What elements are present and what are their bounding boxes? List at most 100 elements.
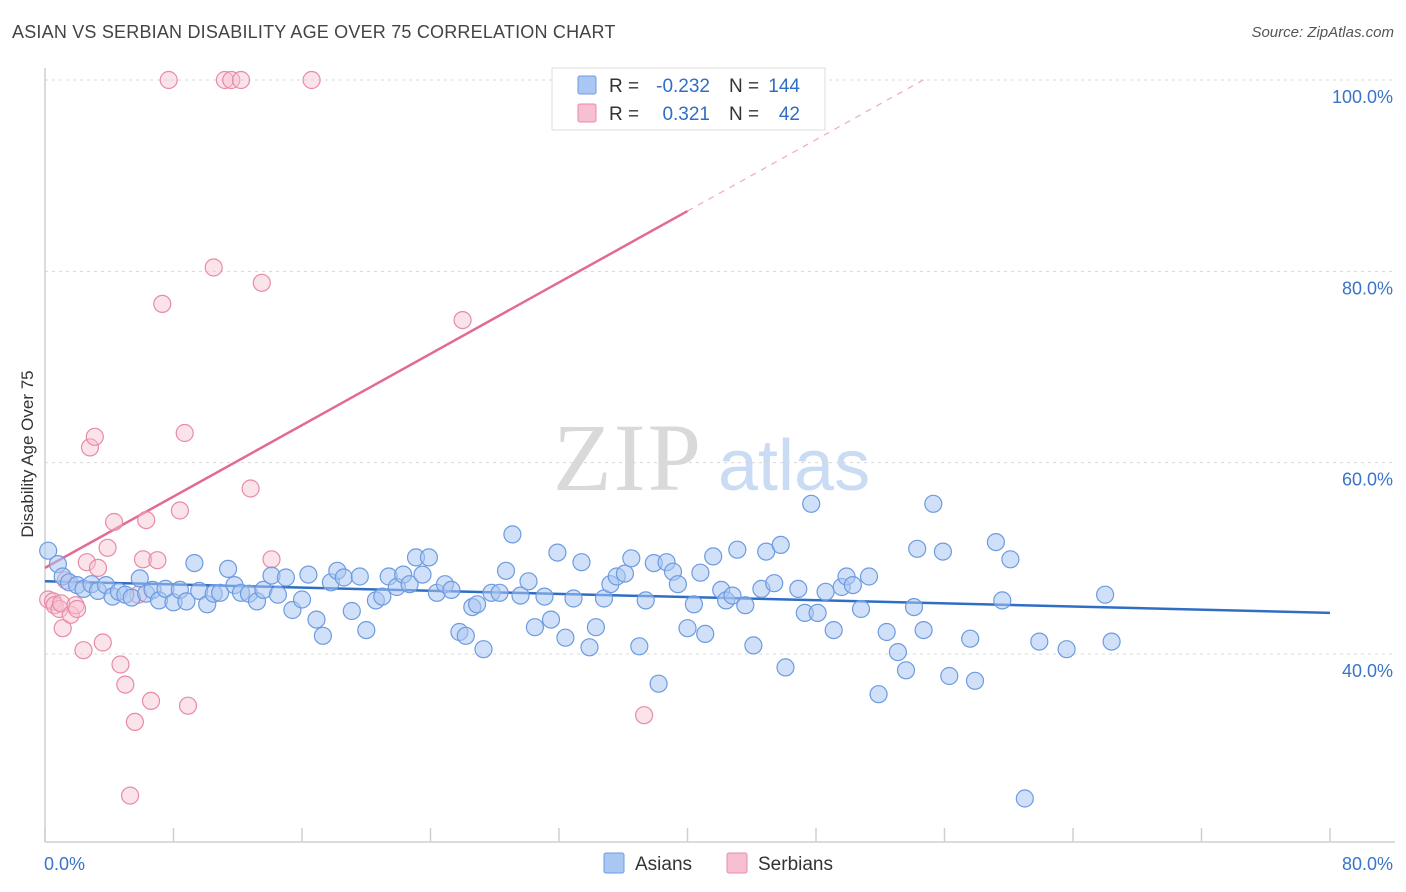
serbians-trend-extension <box>687 76 929 212</box>
serbian-point <box>93 633 112 652</box>
asian-point <box>771 535 790 555</box>
asian-point <box>802 494 821 513</box>
bottom-legend-swatch-asians <box>603 852 625 874</box>
legend-r-label: R = <box>609 104 639 125</box>
asian-point <box>869 685 888 704</box>
serbian-point <box>85 427 104 446</box>
asian-point <box>1001 550 1020 569</box>
asian-point <box>678 619 697 638</box>
serbian-point <box>231 70 251 90</box>
watermark-zip: ZIP <box>553 404 703 511</box>
serbian-point <box>302 70 321 90</box>
asian-point <box>649 674 668 693</box>
asian-point <box>896 661 916 680</box>
asian-point <box>668 575 688 594</box>
asian-point <box>904 597 924 617</box>
legend-swatch-serbians <box>577 103 597 123</box>
asian-point <box>636 591 655 610</box>
asian-point <box>776 658 795 677</box>
asian-point <box>357 620 376 640</box>
asian-point <box>276 568 295 587</box>
asian-point <box>307 610 326 629</box>
asian-point <box>519 572 538 591</box>
serbian-point <box>98 538 117 557</box>
asian-point <box>350 567 369 586</box>
serbian-point <box>170 501 189 520</box>
x-tick-labels: 0.0% 80.0% <box>44 854 1393 874</box>
x-tick-label: 0.0% <box>44 854 85 874</box>
serbian-point <box>74 641 93 660</box>
legend-n-value: 144 <box>768 76 800 97</box>
asian-point <box>824 620 843 640</box>
asian-point <box>877 622 896 642</box>
asian-point <box>456 626 475 645</box>
asian-point <box>1102 632 1121 651</box>
serbian-point <box>252 273 271 292</box>
asian-point <box>541 610 561 629</box>
asian-point <box>474 640 493 659</box>
y-tick-label: 40.0% <box>1342 661 1393 681</box>
serbian-point <box>453 311 472 330</box>
asian-point <box>535 587 554 606</box>
asian-point <box>490 583 509 602</box>
asian-point <box>704 547 723 566</box>
asian-point <box>313 626 332 645</box>
asian-point <box>965 671 985 690</box>
asian-point <box>914 620 933 640</box>
gridlines <box>45 79 1395 655</box>
serbian-point <box>175 423 194 443</box>
asian-point <box>268 585 287 604</box>
asian-point <box>468 595 487 614</box>
asian-point <box>219 559 238 579</box>
asian-point <box>334 568 353 587</box>
serbian-point <box>241 479 260 498</box>
bottom-legend-asians: Asians <box>635 854 692 875</box>
legend: R = -0.232 N = 144 R = 0.321 N = 42 <box>551 67 826 131</box>
asian-point <box>924 494 943 513</box>
serbian-point <box>137 510 156 530</box>
asian-point <box>130 569 149 588</box>
serbian-point <box>141 691 161 711</box>
asian-point <box>744 636 763 655</box>
asian-point <box>851 599 871 619</box>
asian-point <box>564 589 583 608</box>
asian-point <box>728 540 747 559</box>
asian-point <box>299 565 318 584</box>
asian-point <box>816 582 835 601</box>
serbian-point <box>159 70 178 90</box>
legend-row-asians: R = -0.232 N = 144 <box>577 75 800 97</box>
serbian-point <box>148 551 167 570</box>
legend-n-value: 42 <box>779 104 800 125</box>
asian-point <box>691 563 710 582</box>
legend-n-label: N = <box>729 76 759 97</box>
asian-point <box>1057 640 1076 659</box>
watermark: ZIP atlas <box>553 404 870 511</box>
legend-row-serbians: R = 0.321 N = 42 <box>577 103 800 125</box>
y-tick-label: 100.0% <box>1332 87 1393 107</box>
asian-point <box>808 603 827 623</box>
asian-point <box>615 564 635 583</box>
serbian-point <box>80 438 100 457</box>
asian-point <box>630 637 649 656</box>
asian-point <box>993 591 1012 610</box>
legend-r-label: R = <box>609 76 639 97</box>
asian-point <box>586 618 606 637</box>
asian-point <box>765 574 784 593</box>
asian-point <box>843 575 863 595</box>
serbian-point <box>153 294 172 313</box>
asian-point <box>292 590 312 609</box>
asian-point <box>511 586 530 605</box>
asian-point <box>1015 789 1034 808</box>
asian-point <box>622 549 641 568</box>
asian-point <box>419 548 438 567</box>
asian-point <box>525 618 545 637</box>
asian-point <box>940 666 959 686</box>
asian-point <box>503 525 522 544</box>
asian-point <box>908 539 927 558</box>
asian-point <box>211 583 230 602</box>
asian-point <box>684 595 704 614</box>
serbian-point <box>204 258 223 277</box>
serbian-point <box>262 550 281 569</box>
asian-point <box>696 624 715 644</box>
bottom-legend-serbians: Serbians <box>758 854 833 875</box>
